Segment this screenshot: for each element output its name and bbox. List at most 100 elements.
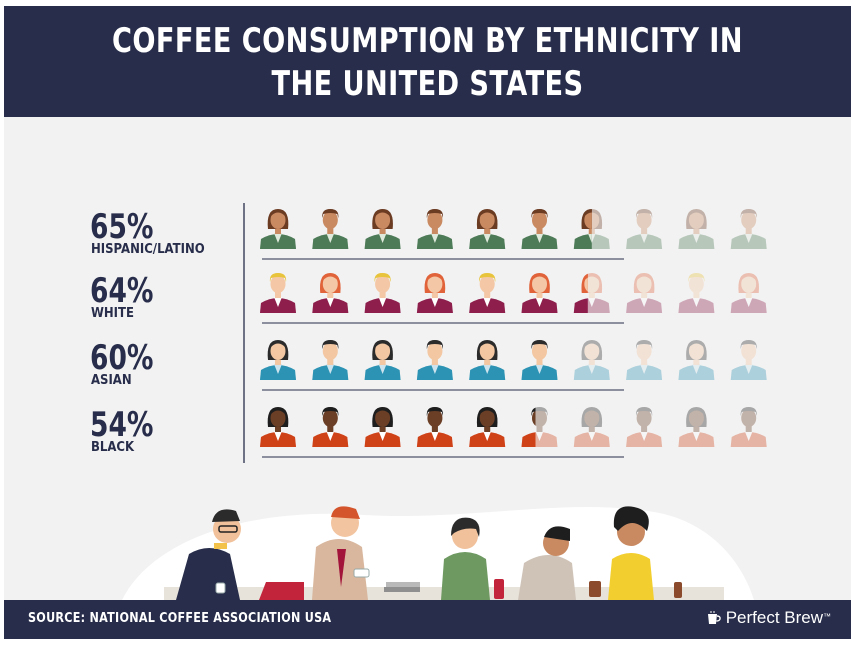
face-shape — [270, 211, 286, 229]
face-shape — [584, 276, 588, 292]
face-shape — [688, 342, 704, 360]
neck-shape — [275, 358, 281, 365]
collar-shape — [535, 297, 544, 307]
person-icon — [626, 407, 663, 447]
person-icon — [573, 407, 610, 447]
collar-shape — [274, 431, 282, 441]
neck-shape — [693, 227, 700, 234]
body-shape — [626, 432, 663, 447]
person-icon-filled — [469, 209, 506, 249]
person-icon — [260, 340, 296, 380]
person-icon-filled — [416, 340, 453, 380]
person-icon — [312, 209, 349, 249]
person-icon — [730, 273, 767, 313]
person-icon — [573, 209, 610, 249]
person-icon-faded — [678, 273, 715, 313]
hair-shape — [636, 340, 653, 349]
neck-shape — [745, 425, 752, 432]
collar-shape — [535, 233, 544, 243]
face-shape — [479, 275, 495, 293]
collar-shape — [640, 431, 649, 441]
person-icon — [521, 340, 558, 380]
collar-shape — [744, 431, 753, 441]
person-icon — [730, 209, 767, 249]
neck-shape — [588, 358, 595, 365]
body-shape — [573, 234, 592, 249]
fringe-shape — [374, 209, 391, 217]
neck-shape — [484, 358, 491, 365]
fringe-shape — [479, 340, 496, 348]
hair-shape — [426, 340, 443, 349]
fringe-shape — [688, 209, 705, 217]
person-icon-faded — [730, 209, 767, 249]
body-shape — [626, 234, 663, 249]
fringe-shape — [583, 209, 592, 217]
neck-shape — [379, 358, 386, 365]
face-shape — [584, 342, 600, 360]
person-with-cup — [312, 506, 370, 600]
neck-shape — [745, 227, 752, 234]
person-icon-faded — [730, 273, 767, 313]
neck-shape — [431, 358, 438, 365]
collar-shape — [378, 233, 387, 243]
face-shape — [584, 409, 600, 427]
person-icon — [312, 407, 349, 447]
body-shape — [730, 298, 767, 313]
face-shape — [375, 275, 391, 293]
collar-shape — [744, 233, 753, 243]
person-icon-filled — [573, 209, 592, 249]
hair-shape — [426, 407, 443, 416]
fringe-shape — [531, 273, 548, 281]
hair-shape — [581, 340, 603, 360]
brand-trademark: ™ — [823, 611, 831, 621]
neck-shape — [641, 291, 648, 298]
percent-label: 65% — [90, 208, 153, 247]
person-icon — [730, 340, 767, 380]
face-shape — [532, 211, 547, 229]
collar-shape — [483, 233, 492, 243]
body-shape — [678, 432, 715, 447]
neck-shape — [275, 291, 281, 298]
body-shape — [678, 234, 715, 249]
hair-shape — [374, 273, 391, 282]
hair-shape — [322, 209, 339, 218]
person-icon-filled — [260, 407, 296, 447]
face-shape — [479, 409, 495, 427]
person-icon-filled — [260, 273, 296, 313]
fringe-shape — [688, 407, 705, 415]
person-icon — [416, 407, 453, 447]
fringe-shape — [583, 274, 588, 281]
infographic: COFFEE CONSUMPTION BY ETHNICITY IN THE U… — [4, 6, 851, 639]
neck-shape — [641, 358, 648, 365]
hair-shape — [322, 407, 339, 416]
face-shape — [532, 409, 547, 427]
hair-shape — [688, 273, 705, 282]
fringe-shape — [636, 273, 653, 281]
fringe-shape — [374, 407, 391, 415]
hair-shape — [426, 209, 443, 218]
person-icon — [521, 407, 558, 447]
collar-shape — [744, 364, 753, 374]
chart-row-asian: 60%ASIAN — [90, 339, 767, 391]
chart-row-white: 64%WHITE — [90, 272, 767, 324]
person-icon — [469, 273, 506, 313]
collar-shape — [430, 364, 439, 374]
person-icon — [364, 407, 401, 447]
person-icon — [521, 273, 558, 313]
face-shape — [636, 275, 652, 293]
neck-shape — [275, 227, 281, 234]
neck-shape — [484, 425, 491, 432]
collar-shape — [274, 297, 282, 307]
collar-shape — [483, 431, 492, 441]
neck-shape — [327, 358, 334, 365]
body-shape — [573, 432, 610, 447]
person-icon-faded — [626, 340, 663, 380]
person-icon — [469, 407, 506, 447]
footer-bar: SOURCE: NATIONAL COFFEE ASSOCIATION USA … — [4, 600, 851, 639]
neck-shape — [379, 425, 386, 432]
person-icon-filled — [312, 273, 349, 313]
fringe-shape — [479, 209, 496, 217]
percent-label: 60% — [90, 339, 153, 378]
hair-shape — [686, 407, 707, 427]
fringe-shape — [688, 340, 705, 348]
